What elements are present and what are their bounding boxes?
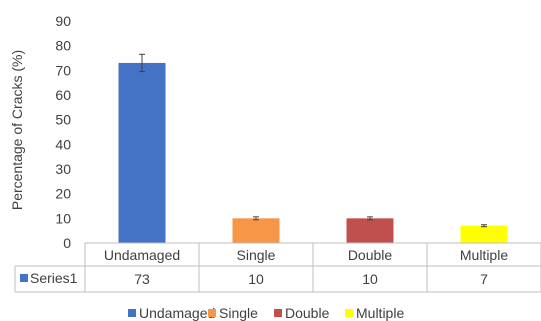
series-key-swatch bbox=[20, 274, 28, 282]
y-tick-label: 70 bbox=[55, 62, 71, 78]
legend-swatch-double bbox=[274, 309, 282, 317]
y-tick-label: 60 bbox=[55, 87, 71, 103]
y-axis-label: Percentage of Cracks (%) bbox=[9, 50, 25, 210]
x-tick-label: Undamaged bbox=[104, 247, 180, 263]
bar-single bbox=[232, 218, 280, 243]
legend-swatch-undamaged bbox=[128, 309, 136, 317]
error-bars bbox=[139, 53, 487, 228]
bars bbox=[118, 62, 508, 243]
x-tick-label: Single bbox=[237, 247, 276, 263]
y-tick-label: 80 bbox=[55, 38, 71, 54]
bar-multiple bbox=[460, 225, 508, 243]
legend-label: Single bbox=[219, 305, 258, 321]
bar-undamaged bbox=[118, 62, 166, 243]
table-row-label: Series1 bbox=[30, 270, 78, 286]
x-tick-label: Multiple bbox=[460, 247, 508, 263]
legend-swatch-multiple bbox=[345, 309, 353, 317]
bar-double bbox=[346, 218, 394, 243]
y-tick-label: 40 bbox=[55, 136, 71, 152]
legend-label: Undamaged bbox=[139, 305, 215, 321]
y-tick-label: 0 bbox=[63, 235, 71, 251]
x-tick-label: Double bbox=[348, 247, 393, 263]
data-label: 7 bbox=[480, 271, 488, 287]
legend-label: Double bbox=[285, 305, 330, 321]
y-tick-label: 30 bbox=[55, 161, 71, 177]
y-axis: 0 10 20 30 40 50 60 70 80 90 bbox=[55, 13, 71, 251]
data-label: 73 bbox=[134, 271, 150, 287]
data-label: 10 bbox=[362, 271, 378, 287]
data-label: 10 bbox=[248, 271, 264, 287]
y-tick-label: 10 bbox=[55, 210, 71, 226]
y-tick-label: 50 bbox=[55, 112, 71, 128]
legend-label: Multiple bbox=[356, 305, 404, 321]
data-table: Undamaged Single Double Multiple Series1 73 10… bbox=[14, 242, 541, 293]
legend-swatch-single bbox=[208, 309, 216, 317]
legend: Undamaged Single Double Multiple bbox=[128, 305, 404, 321]
y-tick-label: 20 bbox=[55, 186, 71, 202]
y-tick-label: 90 bbox=[55, 13, 71, 29]
